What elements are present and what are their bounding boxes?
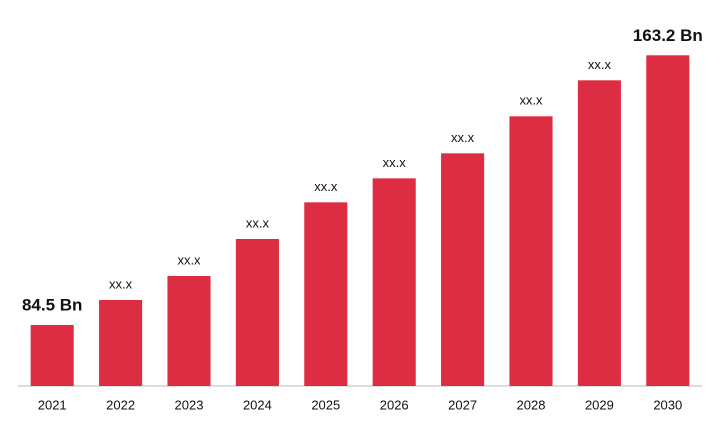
bar (30, 325, 74, 386)
data-label: xx.x (109, 276, 133, 291)
bar (577, 80, 621, 386)
x-tick-label: 2026 (380, 397, 409, 412)
data-label: xx.x (588, 57, 612, 72)
bar (304, 202, 348, 386)
x-tick-label: 2024 (243, 397, 272, 412)
data-label: 163.2 Bn (633, 26, 703, 45)
data-label: 84.5 Bn (22, 295, 82, 314)
x-tick-label: 2027 (448, 397, 477, 412)
x-tick-label: 2022 (106, 397, 135, 412)
x-tick-label: 2030 (653, 397, 682, 412)
bar (441, 153, 485, 386)
bar (372, 178, 416, 386)
bar (167, 275, 211, 386)
x-tick-label: 2025 (311, 397, 340, 412)
x-tick-label: 2029 (585, 397, 614, 412)
bar (509, 116, 553, 386)
bar (235, 238, 279, 386)
x-tick-label: 2023 (175, 397, 204, 412)
data-label: xx.x (383, 155, 407, 170)
bar (646, 55, 690, 386)
data-label: xx.x (246, 215, 270, 230)
data-label: xx.x (451, 130, 475, 145)
bar (99, 299, 143, 386)
x-tick-label: 2028 (517, 397, 546, 412)
x-tick-label: 2021 (38, 397, 67, 412)
data-label: xx.x (177, 252, 201, 267)
data-label: xx.x (519, 93, 543, 108)
data-label: xx.x (314, 179, 338, 194)
